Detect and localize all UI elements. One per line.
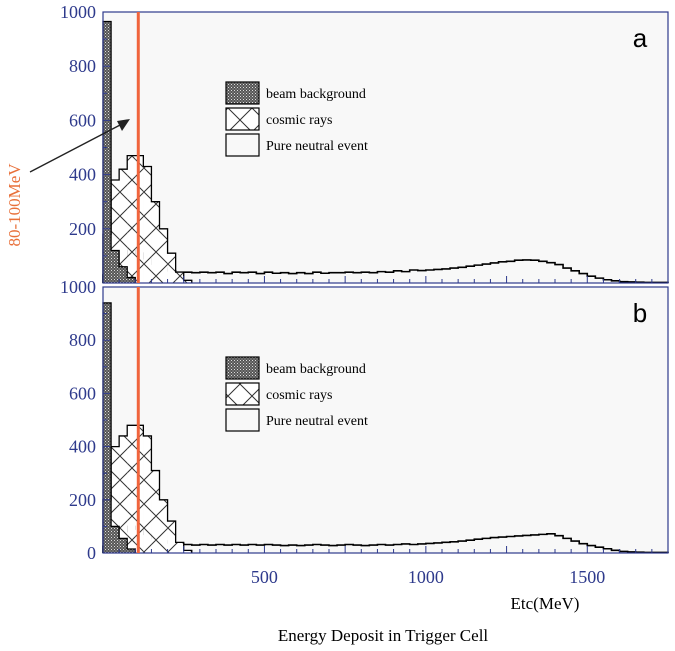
- legend-swatch: [225, 133, 260, 157]
- histogram-bin: [167, 521, 176, 553]
- y-tick-label: 600: [69, 383, 96, 403]
- legend-entry: cosmic rays: [266, 388, 332, 403]
- panel-label: a: [633, 23, 648, 53]
- histogram-bin: [111, 446, 120, 553]
- series-open: [102, 525, 669, 554]
- histogram-bin: [143, 166, 152, 283]
- histogram-outline: [102, 424, 193, 553]
- y-tick-label: 400: [69, 437, 96, 457]
- histogram-bin: [159, 499, 168, 553]
- y-tick-label: 400: [69, 165, 96, 185]
- x-axis-unit-label: Etc(MeV): [511, 594, 580, 613]
- series-dense: [102, 302, 136, 553]
- panel-label: b: [633, 298, 647, 328]
- histogram-bin: [151, 201, 160, 283]
- y-tick-label: 200: [69, 219, 96, 239]
- histogram-bin: [175, 542, 184, 553]
- y-tick-label: 800: [69, 330, 96, 350]
- histogram-bin: [119, 435, 128, 553]
- legend-swatch: [225, 107, 260, 131]
- series-dense: [102, 20, 136, 284]
- histogram-outline: [102, 20, 136, 283]
- histogram-bin: [167, 253, 176, 283]
- y-tick-label: 200: [69, 490, 96, 510]
- x-tick-label: 500: [251, 567, 278, 587]
- histogram-bin: [159, 228, 168, 283]
- plot-area: [103, 12, 668, 283]
- cut-label: 80-100MeV: [5, 163, 24, 247]
- histogram-bin: [183, 280, 192, 283]
- histogram-bin: [143, 435, 152, 553]
- histogram-bin: [103, 21, 112, 284]
- legend-swatch: [225, 408, 260, 432]
- histogram-bin: [119, 266, 128, 283]
- y-tick-label: 600: [69, 110, 96, 130]
- legend-entry: cosmic rays: [266, 113, 332, 128]
- histogram-bin: [183, 550, 192, 553]
- legend-entry: beam background: [266, 362, 366, 377]
- histogram-outline: [102, 154, 193, 283]
- x-tick-label: 1000: [408, 567, 444, 587]
- plot-area: [103, 287, 668, 553]
- histogram-outline: [102, 525, 669, 554]
- legend-entry: Pure neutral event: [266, 139, 368, 154]
- histogram-bin: [151, 470, 160, 553]
- y-tick-label: 0: [87, 543, 96, 563]
- legend-entry: Pure neutral event: [266, 414, 368, 429]
- histogram-outline: [102, 249, 669, 284]
- legend: beam background cosmic rays Pure neutral e…: [225, 81, 368, 157]
- x-axis-title: Energy Deposit in Trigger Cell: [278, 626, 489, 645]
- y-tick-label: 1000: [60, 277, 96, 297]
- legend-swatch: [225, 382, 260, 406]
- histogram-bin: [111, 180, 120, 283]
- legend-entry: beam background: [266, 87, 366, 102]
- cut-arrow: [29, 123, 123, 173]
- histogram-bin: [103, 302, 112, 553]
- histogram-bin: [127, 277, 136, 283]
- histogram-bin: [119, 169, 128, 283]
- x-tick-label: 1500: [569, 567, 605, 587]
- histogram-bin: [127, 155, 136, 283]
- histogram-bin: [111, 526, 120, 553]
- histogram-bin: [111, 250, 120, 283]
- y-tick-label: 800: [69, 56, 96, 76]
- histogram-outline: [102, 302, 136, 553]
- histogram-bin: [127, 425, 136, 553]
- legend-swatch: [225, 81, 260, 105]
- series-open: [102, 249, 669, 284]
- histogram-bin: [175, 272, 184, 283]
- legend-swatch: [225, 356, 260, 380]
- panel-a: 200 400 600 800 1000 a beam background cosmic r…: [60, 2, 669, 284]
- histogram-bin: [119, 538, 128, 553]
- panel-b: 0 200 400 600 800 1000 500 1000 1500 b beam backgr…: [60, 277, 669, 613]
- y-tick-label: 1000: [60, 2, 96, 22]
- legend: beam background cosmic rays Pure neutral e…: [225, 356, 368, 432]
- cut-arrow-head: [117, 119, 130, 131]
- overlay: 80-100MeV Energy Deposit in Trigger Cell: [5, 119, 488, 645]
- histogram-bin: [127, 549, 136, 553]
